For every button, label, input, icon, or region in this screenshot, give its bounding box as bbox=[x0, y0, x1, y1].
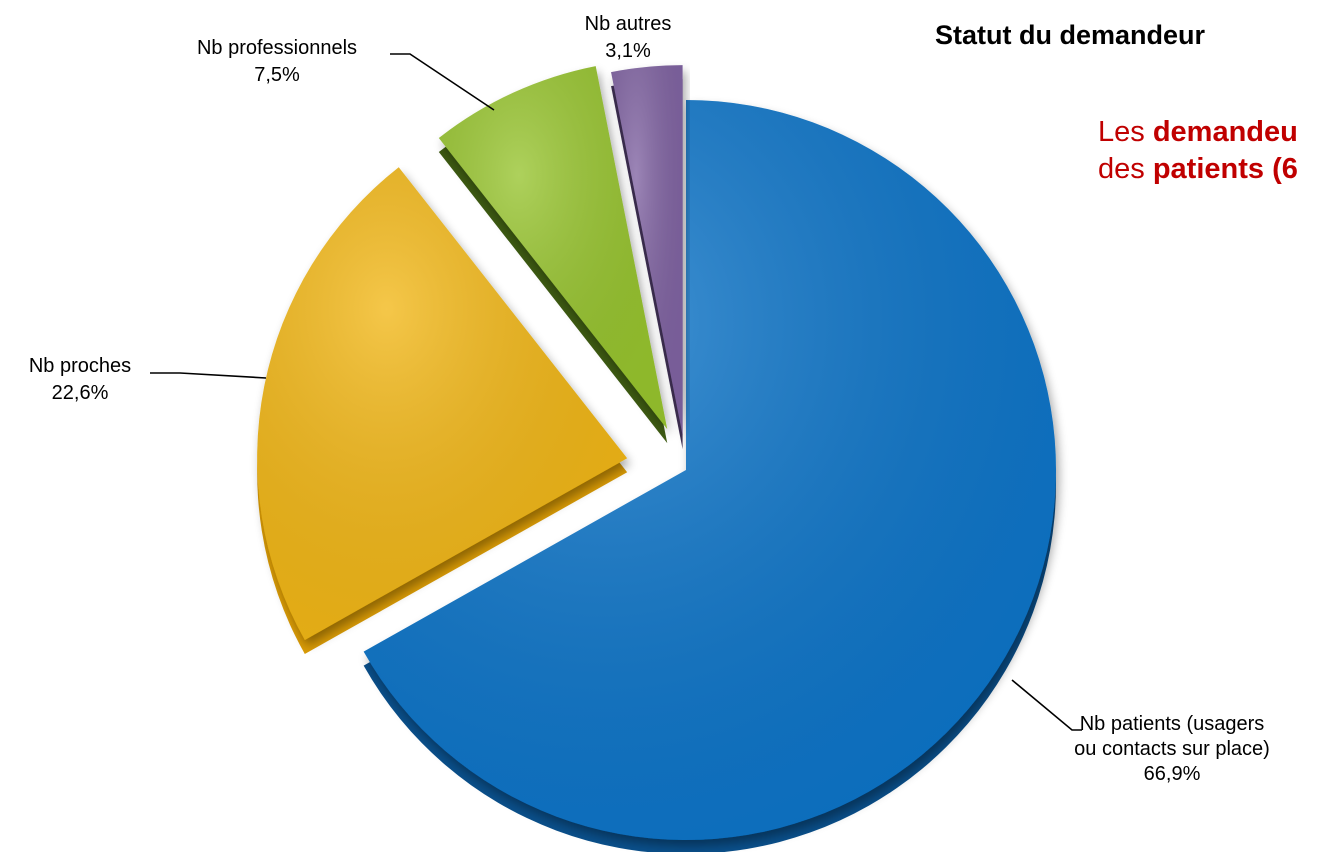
pie-slice-gloss-patients bbox=[363, 100, 1056, 840]
pie-slices bbox=[257, 65, 1056, 852]
pie-slice-gloss-autres bbox=[611, 65, 683, 436]
pie-labels: Nb patients (usagers ou contacts sur plac… bbox=[29, 13, 1270, 785]
slice-value-autres: 3,1% bbox=[605, 40, 651, 62]
annotation-line-1: Les demandeu bbox=[1098, 116, 1298, 148]
slice-name-autres: Nb autres bbox=[585, 13, 672, 35]
annotation-line-2: des patients (6 bbox=[1098, 153, 1298, 185]
chart-title: Statut du demandeur bbox=[935, 20, 1206, 50]
leader-line-patients bbox=[1011, 679, 1082, 731]
slice-label-patients: Nb patients (usagers ou contacts sur plac… bbox=[1074, 713, 1270, 785]
pie-slice-patients bbox=[363, 100, 1056, 852]
slice-name-patients: Nb patients (usagers bbox=[1080, 713, 1265, 735]
pie-slice-gloss-proches bbox=[257, 167, 628, 640]
slice-label-proches: Nb proches 22,6% bbox=[29, 355, 131, 404]
slice-name-professionnels: Nb professionnels bbox=[197, 37, 357, 59]
annotation-text: Les demandeu des patients (6 bbox=[1098, 114, 1298, 188]
leader-line-professionnels bbox=[390, 53, 495, 111]
slice-value-patients: 66,9% bbox=[1144, 763, 1201, 785]
slice-name-proches: Nb proches bbox=[29, 355, 131, 377]
pie-slice-proches bbox=[257, 167, 628, 654]
slice-value-proches: 22,6% bbox=[52, 382, 109, 404]
slice-label-autres: Nb autres 3,1% bbox=[585, 13, 672, 62]
slice-label-professionnels: Nb professionnels 7,5% bbox=[197, 37, 357, 86]
leader-line-proches bbox=[150, 372, 267, 379]
slice-name-patients: ou contacts sur place) bbox=[1074, 738, 1270, 760]
pie-slice-professionnels bbox=[438, 66, 668, 444]
slice-value-professionnels: 7,5% bbox=[254, 64, 300, 86]
pie-slice-gloss-professionnels bbox=[438, 66, 668, 430]
pie-slice-autres bbox=[611, 65, 683, 450]
